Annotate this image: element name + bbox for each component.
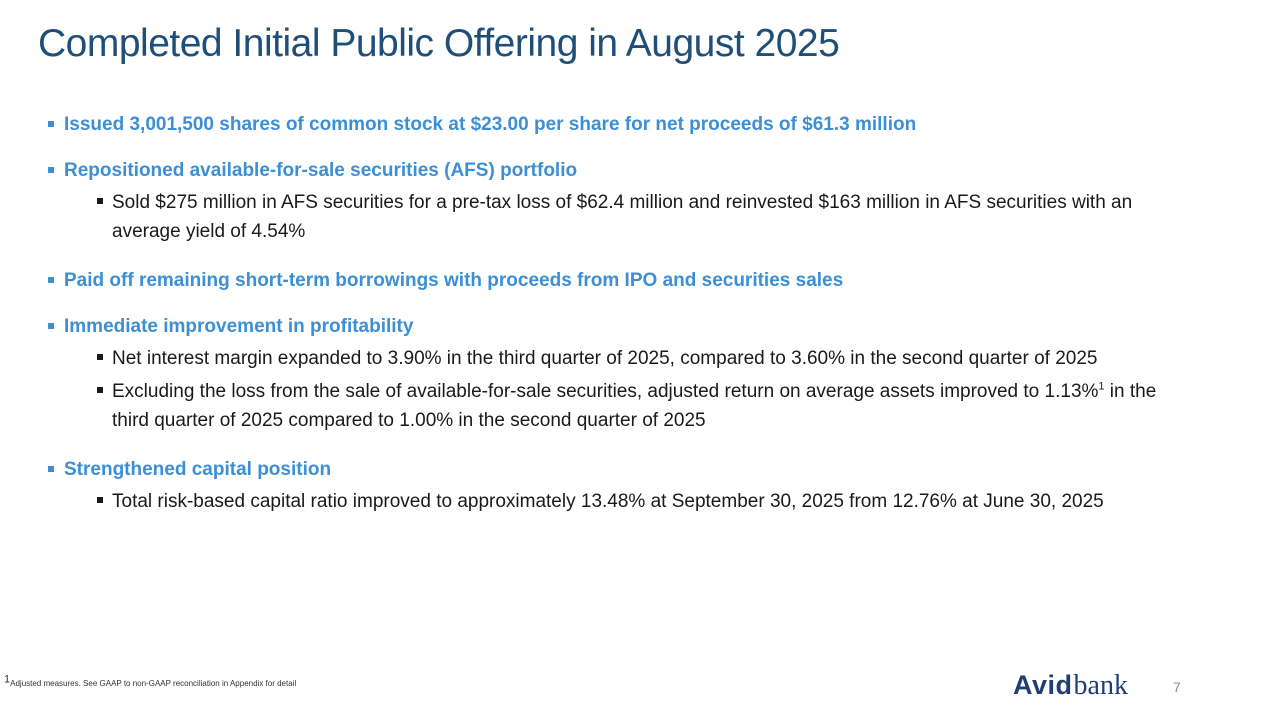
square-bullet-icon <box>97 354 103 360</box>
sub-bullet-afs-sale: Sold $275 million in AFS securities for … <box>46 188 1196 246</box>
footnote-text: Adjusted measures. See GAAP to non-GAAP … <box>10 679 297 688</box>
sub-bullet-text: Sold $275 million in AFS securities for … <box>112 192 1133 242</box>
sub-bullet-text-cont: in the third quarter of 2025 compared to… <box>112 381 1157 431</box>
bullet-text: Strengthened capital position <box>64 459 332 480</box>
square-bullet-icon <box>48 277 54 283</box>
sub-bullet-capital-ratio: Total risk-based capital ratio improved … <box>46 487 1196 516</box>
sub-bullet-roaa: Excluding the loss from the sale of avai… <box>46 377 1196 435</box>
square-bullet-icon <box>48 323 54 329</box>
sub-bullet-text: Net interest margin expanded to 3.90% in… <box>112 348 1098 369</box>
footnote-marker: 1 <box>1098 380 1105 393</box>
page-number: 7 <box>1173 679 1181 695</box>
square-bullet-icon <box>97 198 103 204</box>
bullet-profitability: Immediate improvement in profitability <box>46 314 1196 340</box>
bullet-text: Repositioned available-for-sale securiti… <box>64 160 578 181</box>
bullet-text: Issued 3,001,500 shares of common stock … <box>64 114 917 135</box>
sub-bullet-text: Excluding the loss from the sale of avai… <box>112 381 1099 402</box>
bullet-borrowings: Paid off remaining short-term borrowings… <box>46 268 1196 294</box>
sub-bullet-text: Total risk-based capital ratio improved … <box>112 491 1104 512</box>
bullet-text: Immediate improvement in profitability <box>64 316 414 337</box>
bullet-capital: Strengthened capital position <box>46 457 1196 483</box>
avidbank-logo: Avid bank <box>1013 670 1128 704</box>
square-bullet-icon <box>48 121 54 127</box>
footnote: 1Adjusted measures. See GAAP to non-GAAP… <box>4 674 297 688</box>
square-bullet-icon <box>48 167 54 173</box>
page-title: Completed Initial Public Offering in Aug… <box>38 22 840 65</box>
bullet-text: Paid off remaining short-term borrowings… <box>64 270 844 291</box>
footnote-marker: 1 <box>4 673 11 686</box>
bullet-ipo-shares: Issued 3,001,500 shares of common stock … <box>46 112 1196 138</box>
bullet-list: Issued 3,001,500 shares of common stock … <box>46 112 1196 520</box>
logo-text-bank: bank <box>1073 670 1128 701</box>
square-bullet-icon <box>97 497 103 503</box>
bullet-afs-reposition: Repositioned available-for-sale securiti… <box>46 158 1196 184</box>
logo-text-avid: Avid <box>1013 670 1073 700</box>
sub-bullet-nim: Net interest margin expanded to 3.90% in… <box>46 344 1196 373</box>
square-bullet-icon <box>48 466 54 472</box>
square-bullet-icon <box>97 387 103 393</box>
